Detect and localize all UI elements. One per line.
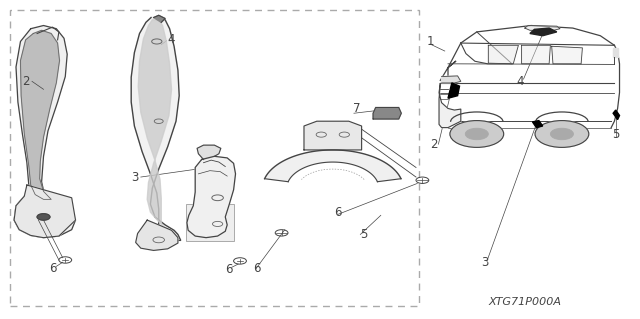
Circle shape [550,128,573,140]
Circle shape [465,128,488,140]
Polygon shape [264,150,401,182]
Polygon shape [154,15,165,22]
Text: 3: 3 [131,171,138,183]
Circle shape [450,121,504,147]
Polygon shape [532,121,543,128]
Text: 3: 3 [481,256,488,269]
Polygon shape [613,110,620,120]
Polygon shape [14,185,76,238]
Polygon shape [138,20,172,234]
Text: 5: 5 [360,228,367,241]
Polygon shape [373,108,401,119]
Polygon shape [552,46,582,64]
Text: XTG71P000A: XTG71P000A [488,297,561,307]
Polygon shape [14,26,76,238]
Circle shape [535,121,589,147]
Polygon shape [131,18,180,240]
Text: 2: 2 [430,138,438,151]
Polygon shape [136,220,178,250]
Polygon shape [197,145,221,160]
Polygon shape [488,45,518,64]
Polygon shape [448,83,460,98]
Text: 6: 6 [334,206,342,219]
Polygon shape [525,26,560,30]
Text: 7: 7 [353,102,361,115]
Text: 2: 2 [22,75,29,88]
Text: 6: 6 [49,262,56,275]
Polygon shape [439,84,461,128]
Text: 6: 6 [225,263,233,276]
Polygon shape [522,45,550,64]
Circle shape [37,214,50,220]
Polygon shape [20,30,60,199]
Polygon shape [304,121,362,150]
Polygon shape [442,76,461,83]
Text: 6: 6 [253,262,260,275]
Text: 1: 1 [426,35,434,48]
Text: 4: 4 [516,75,524,88]
Polygon shape [530,28,557,36]
Text: 5: 5 [612,128,620,141]
Bar [186,204,234,241]
Text: 4: 4 [168,33,175,46]
Polygon shape [613,48,618,57]
Polygon shape [187,156,236,238]
